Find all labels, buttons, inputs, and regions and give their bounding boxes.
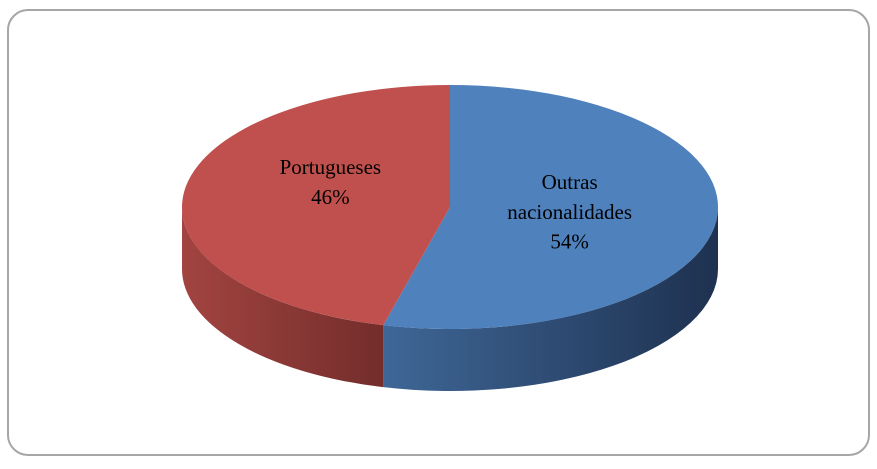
slice-value-label: 54%: [550, 230, 589, 254]
pie-side: [182, 207, 384, 388]
pie-slice: [383, 85, 719, 330]
pie-side: [383, 207, 718, 391]
pie-slice: [182, 85, 450, 326]
slice-value-label: 46%: [311, 185, 350, 209]
slice-label: Portugueses: [280, 155, 382, 179]
slice-label: Outras nacionalidades: [507, 170, 632, 224]
